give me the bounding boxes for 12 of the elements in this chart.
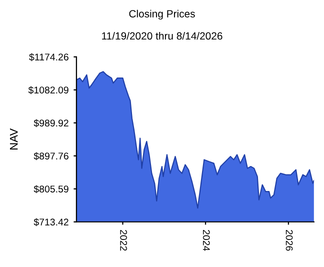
- y-tick-label: $1082.09: [28, 86, 68, 94]
- y-axis-title: NAV: [10, 128, 18, 150]
- y-tick-label: $989.92: [34, 119, 68, 128]
- x-tick-label: 2026: [286, 230, 293, 251]
- y-tick-label: $713.42: [34, 218, 68, 226]
- x-tick-label: 2024: [202, 230, 210, 251]
- chart-subtitle: 11/19/2020 thru 8/14/2026: [102, 32, 222, 40]
- x-tick-label: 2022: [120, 230, 128, 251]
- y-tick-label: $805.59: [34, 185, 68, 194]
- chart-title: Closing Prices: [129, 10, 195, 20]
- y-tick-label: $1174.26: [29, 53, 68, 62]
- y-tick-label: $897.76: [34, 152, 68, 160]
